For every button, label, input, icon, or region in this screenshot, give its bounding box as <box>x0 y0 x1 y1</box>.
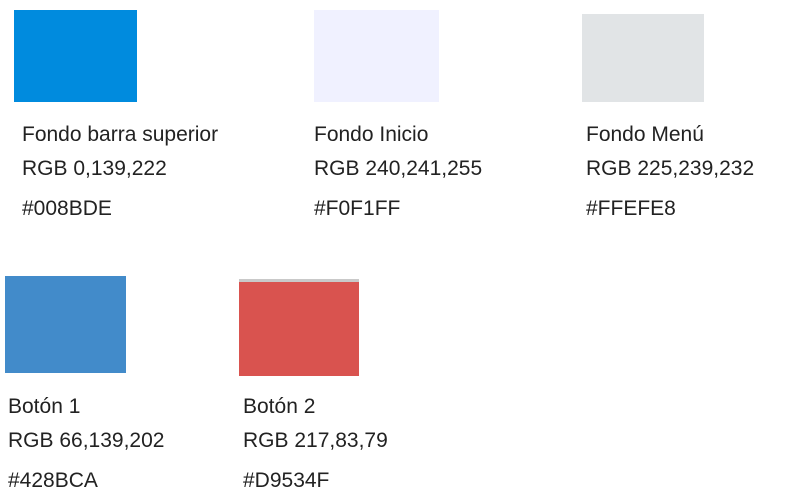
color-swatch <box>314 10 439 102</box>
swatch-hex: #428BCA <box>8 469 98 490</box>
color-swatch <box>582 14 704 102</box>
swatch-hex: #D9534F <box>243 469 330 490</box>
swatch-hex: #008BDE <box>22 197 112 220</box>
swatch-name: Botón 1 <box>8 395 81 418</box>
color-swatch <box>14 10 137 102</box>
swatch-text: Botón 2 RGB 217,83,79 #D9534F <box>243 390 388 490</box>
swatch-name: Fondo Inicio <box>314 123 429 146</box>
swatch-text: Fondo Inicio RGB 240,241,255 #F0F1FF <box>314 118 482 226</box>
swatch-name: Fondo Menú <box>586 123 704 146</box>
swatch-text: Fondo barra superior RGB 0,139,222 #008BDE <box>22 118 218 226</box>
swatch-hex: #F0F1FF <box>314 197 401 220</box>
swatch-hex: #FFEFE8 <box>586 197 676 220</box>
swatch-rgb: RGB 66,139,202 <box>8 429 165 452</box>
swatch-rgb: RGB 240,241,255 <box>314 157 483 180</box>
swatch-text: Fondo Menú RGB 225,239,232 #FFEFE8 <box>586 118 754 226</box>
color-swatch <box>239 279 359 376</box>
swatch-name: Fondo barra superior <box>22 123 219 146</box>
swatch-text: Botón 1 RGB 66,139,202 #428BCA <box>8 390 164 490</box>
swatch-rgb: RGB 0,139,222 <box>22 157 167 180</box>
color-swatch <box>5 276 126 373</box>
swatch-rgb: RGB 225,239,232 <box>586 157 755 180</box>
swatch-name: Botón 2 <box>243 395 316 418</box>
swatch-rgb: RGB 217,83,79 <box>243 429 388 452</box>
